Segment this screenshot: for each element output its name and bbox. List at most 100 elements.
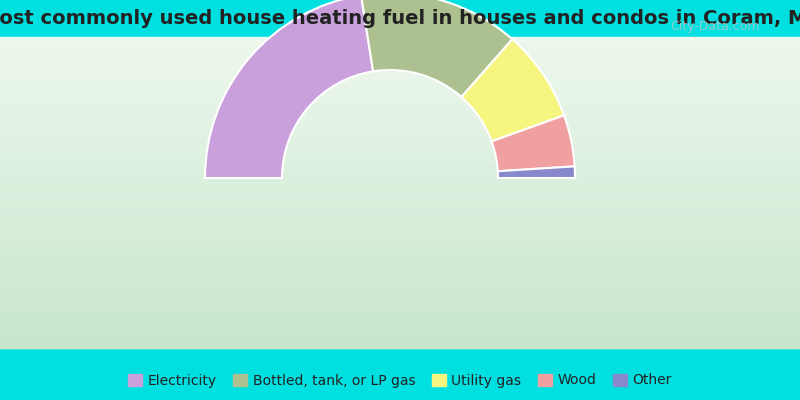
Bar: [0, 91, 800, 94]
Bar: [0, 293, 800, 296]
Bar: [0, 302, 800, 305]
Bar: [0, 138, 800, 141]
Bar: [0, 72, 800, 75]
Bar: [0, 327, 800, 330]
Bar: [0, 332, 800, 334]
Bar: [0, 58, 800, 61]
Bar: [0, 228, 800, 230]
Bar: [0, 134, 800, 137]
Bar: [0, 216, 800, 218]
Bar: [0, 258, 800, 261]
Bar: [0, 318, 800, 321]
Bar: [0, 316, 800, 319]
Bar: [0, 146, 800, 148]
Bar: [0, 153, 800, 156]
Bar: [0, 110, 800, 112]
Bar: [0, 172, 800, 174]
Bar: [0, 190, 800, 193]
Bar: [0, 98, 800, 100]
Bar: [0, 223, 800, 226]
Bar: [0, 167, 800, 170]
Bar: [0, 278, 800, 280]
Bar: [0, 341, 800, 344]
Bar: [0, 339, 800, 342]
Bar: [0, 247, 800, 249]
Bar: [0, 198, 800, 201]
Bar: [0, 94, 800, 96]
Bar: [0, 124, 800, 127]
Bar: [0, 256, 800, 259]
Bar: [0, 116, 800, 119]
Bar: [0, 255, 800, 257]
Bar: [0, 213, 800, 216]
Bar: [0, 170, 800, 172]
Bar: [0, 323, 800, 325]
Bar: [0, 109, 800, 112]
Bar: [0, 181, 800, 183]
Bar: [0, 296, 800, 298]
Bar: [0, 89, 800, 92]
Bar: [0, 312, 800, 315]
Wedge shape: [205, 0, 373, 178]
Bar: [0, 48, 800, 50]
Bar: [0, 166, 800, 168]
Bar: [0, 248, 800, 251]
Bar: [0, 274, 800, 276]
Bar: [0, 270, 800, 274]
Bar: [0, 80, 800, 84]
Bar: [0, 182, 800, 185]
Bar: [0, 275, 800, 278]
Bar: [0, 180, 800, 183]
Bar: [0, 330, 800, 332]
Bar: [0, 78, 800, 81]
Bar: [0, 163, 800, 166]
Bar: [0, 336, 800, 338]
Bar: [0, 102, 800, 104]
Bar: [0, 227, 800, 230]
Bar: [0, 279, 800, 282]
Bar: [0, 160, 800, 162]
Bar: [0, 210, 800, 214]
Bar: [0, 338, 800, 340]
Bar: [0, 298, 800, 300]
Bar: [0, 66, 800, 69]
Bar: [0, 157, 800, 160]
Bar: [0, 200, 800, 203]
Bar: [0, 60, 800, 63]
Bar: [0, 332, 800, 336]
Bar: [0, 225, 800, 228]
Bar: [0, 121, 800, 123]
Bar: [0, 185, 800, 187]
Bar: [0, 107, 800, 110]
Bar: [0, 244, 800, 247]
Bar: [0, 238, 800, 240]
Bar: [0, 288, 800, 290]
Bar: [0, 232, 800, 234]
Bar: [0, 174, 800, 176]
Bar: [0, 206, 800, 210]
Bar: [0, 217, 800, 220]
Bar: [0, 300, 800, 302]
Bar: [0, 311, 800, 313]
Bar: [0, 118, 800, 121]
Bar: [0, 43, 800, 46]
Text: City-Data.com: City-Data.com: [670, 20, 760, 33]
Bar: [0, 245, 800, 247]
Bar: [0, 287, 800, 290]
Bar: [0, 101, 800, 104]
Bar: [0, 326, 800, 330]
Bar: [0, 322, 800, 325]
Legend: Electricity, Bottled, tank, or LP gas, Utility gas, Wood, Other: Electricity, Bottled, tank, or LP gas, U…: [122, 368, 678, 393]
Bar: [0, 268, 800, 272]
Bar: [0, 99, 800, 102]
Bar: [0, 79, 800, 81]
Bar: [0, 164, 800, 166]
Bar: [0, 47, 800, 50]
Bar: [0, 290, 800, 292]
Bar: [0, 144, 800, 148]
Bar: [0, 281, 800, 284]
Bar: [0, 40, 800, 42]
Bar: [0, 37, 800, 40]
Bar: [0, 249, 800, 251]
Bar: [0, 206, 800, 208]
